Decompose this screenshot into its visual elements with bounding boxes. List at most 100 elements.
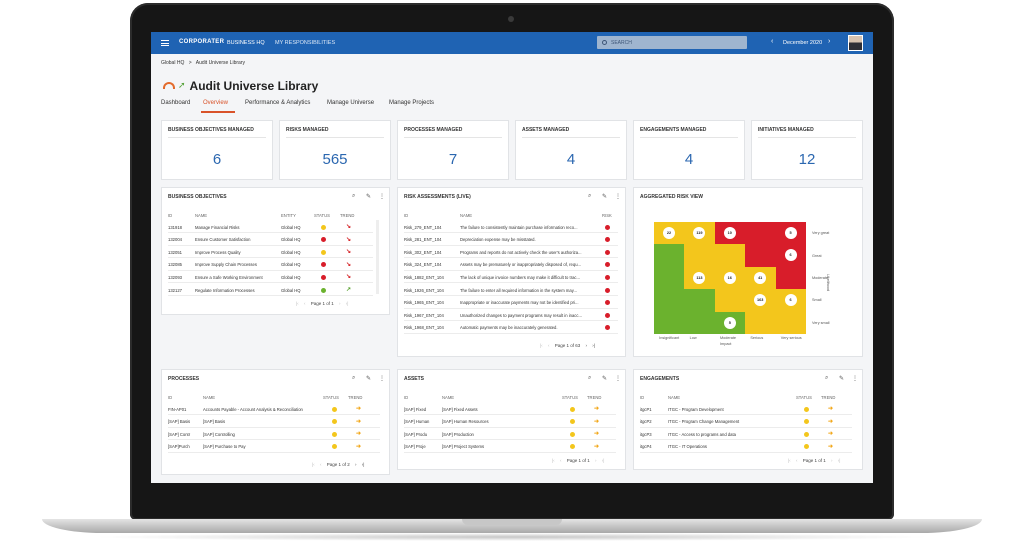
first-page-icon[interactable]: |‹ — [296, 301, 299, 306]
risk-count-bubble[interactable]: 10 — [723, 227, 736, 239]
risk-count-bubble[interactable]: 113 — [693, 271, 706, 284]
table-row[interactable]: [SAP] Contr [SAP] Controlling ➜ — [168, 428, 380, 441]
next-page-icon[interactable]: › — [585, 343, 588, 348]
heatmap-cell[interactable] — [654, 311, 685, 334]
table-row[interactable]: FIN-AP01 Accounts Payable - Account Analy… — [168, 403, 380, 415]
risk-count-bubble[interactable]: 6 — [784, 249, 797, 262]
last-page-icon[interactable]: ›| — [601, 458, 605, 463]
heatmap-cell[interactable] — [714, 289, 746, 312]
menu-icon[interactable] — [161, 40, 169, 46]
more-icon[interactable]: ⋮ — [379, 376, 385, 382]
first-page-icon[interactable]: |‹ — [312, 462, 315, 467]
prev-page-icon[interactable]: ‹ — [303, 301, 306, 306]
first-page-icon[interactable]: |‹ — [540, 343, 543, 348]
nav-my-responsibilities[interactable]: MY RESPONSIBILITIES — [275, 40, 336, 46]
risk-count-bubble[interactable]: 5 — [723, 316, 736, 329]
more-icon[interactable]: ⋮ — [615, 194, 621, 200]
table-row[interactable]: 132085 Improve Supply Chain Processes Glob… — [168, 259, 373, 271]
next-page-icon[interactable]: › — [355, 462, 357, 467]
heatmap-cell[interactable] — [775, 266, 806, 290]
first-page-icon[interactable]: |‹ — [788, 458, 791, 463]
kpi-card-initiatives[interactable]: INITIATIVES MANAGED 12 — [751, 120, 863, 180]
table-row[interactable]: Risk_1967_ENT_104 Unauthorized changes to… — [404, 309, 618, 322]
edit-icon[interactable]: ✎ — [366, 376, 372, 382]
table-row[interactable]: Risk_1965_ENT_104 Inappropriate or inaccu… — [404, 297, 618, 309]
prev-page-icon[interactable]: ‹ — [795, 458, 798, 463]
table-row[interactable]: Risk_1926_ENT_104 The failure to enter al… — [404, 284, 618, 296]
risk-count-bubble[interactable]: 22 — [663, 227, 675, 239]
period-next-button[interactable]: › — [828, 38, 831, 45]
heatmap-cell[interactable] — [775, 311, 806, 334]
table-row[interactable]: itgcP3 ITGC - Access to programs and data… — [640, 428, 852, 441]
last-page-icon[interactable]: ›| — [345, 301, 349, 306]
edit-icon[interactable]: ✎ — [602, 194, 608, 200]
kpi-card-risks[interactable]: RISKS MANAGED 565 — [279, 120, 391, 180]
next-page-icon[interactable]: › — [595, 458, 597, 463]
heatmap-cell[interactable] — [745, 244, 776, 267]
heatmap-cell[interactable] — [654, 244, 685, 267]
table-row[interactable]: [SAP] Proje [SAP] Project Systems ➜ — [404, 441, 616, 453]
next-page-icon[interactable]: › — [831, 458, 833, 463]
edit-icon[interactable]: ✎ — [839, 376, 845, 382]
risk-count-bubble[interactable]: 163 — [754, 294, 767, 307]
breadcrumb-root[interactable]: Global HQ — [161, 60, 185, 66]
table-row[interactable]: [SAP] Produ [SAP] Production ➜ — [404, 428, 616, 441]
search-icon[interactable]: ⌕ — [825, 375, 829, 381]
heatmap-cell[interactable] — [745, 311, 776, 334]
prev-page-icon[interactable]: ‹ — [559, 458, 562, 463]
table-row[interactable]: Risk_281_ENT_104 Depreciation expense may… — [404, 234, 618, 246]
more-icon[interactable]: ⋮ — [379, 194, 385, 200]
kpi-card-processes[interactable]: PROCESSES MANAGED 7 — [397, 120, 509, 180]
period-label[interactable]: December 2020 — [783, 40, 823, 46]
table-row[interactable]: [SAP] Human [SAP] Human Resources ➜ — [404, 416, 616, 428]
heatmap-cell[interactable] — [714, 244, 746, 267]
table-row[interactable]: itgcP4 ITGC - IT Operations ➜ — [640, 441, 852, 453]
tab-overview[interactable]: Overview — [203, 100, 229, 106]
risk-count-bubble[interactable]: 41 — [754, 271, 767, 284]
search-icon[interactable]: ⌕ — [352, 375, 356, 381]
heatmap-cell[interactable] — [654, 266, 685, 290]
heatmap-cell[interactable] — [684, 311, 715, 334]
table-row[interactable]: Risk_302_ENT_104 Programs and reports do … — [404, 246, 618, 259]
scrollbar[interactable] — [376, 220, 379, 294]
tab-dashboard[interactable]: Dashboard — [161, 100, 191, 106]
last-page-icon[interactable]: ›| — [837, 458, 841, 463]
period-prev-button[interactable]: ‹ — [771, 38, 774, 45]
last-page-icon[interactable]: ›| — [361, 462, 365, 467]
first-page-icon[interactable]: |‹ — [552, 458, 555, 463]
table-row[interactable]: Risk_1882_ENT_104 The lack of unique invo… — [404, 271, 618, 284]
more-icon[interactable]: ⋮ — [615, 376, 621, 382]
table-row[interactable]: itgcP2 ITGC - Program Change Management ➜ — [640, 416, 852, 428]
risk-count-bubble[interactable]: 6 — [784, 294, 797, 307]
kpi-card-business-objectives[interactable]: BUSINESS OBJECTIVES MANAGED 6 — [161, 120, 273, 180]
more-icon[interactable]: ⋮ — [852, 376, 858, 382]
search-icon[interactable]: ⌕ — [352, 193, 356, 199]
risk-count-bubble[interactable]: 5 — [784, 227, 797, 239]
search-input[interactable]: SEARCH — [597, 36, 747, 49]
table-row[interactable]: Risk_279_ENT_104 The failure to consisten… — [404, 221, 618, 233]
tab-performance-analytics[interactable]: Performance & Analytics — [245, 100, 311, 106]
risk-count-bubble[interactable]: 16 — [723, 271, 736, 284]
next-page-icon[interactable]: › — [339, 301, 341, 306]
heatmap-cell[interactable] — [684, 289, 715, 312]
tab-manage-universe[interactable]: Manage Universe — [327, 100, 375, 106]
nav-business-hq[interactable]: BUSINESS HQ — [227, 40, 265, 46]
kpi-card-assets[interactable]: ASSETS MANAGED 4 — [515, 120, 627, 180]
tab-manage-projects[interactable]: Manage Projects — [389, 100, 435, 106]
table-row[interactable]: [SAP] Fixed [SAP] Fixed Assets ➜ — [404, 403, 616, 415]
prev-page-icon[interactable]: ‹ — [547, 343, 550, 348]
search-icon[interactable]: ⌕ — [588, 193, 592, 199]
table-row[interactable]: 132004 Ensure Customer Satisfaction Global… — [168, 234, 373, 246]
avatar[interactable] — [848, 35, 863, 51]
table-row[interactable]: 132127 Regulate Information Processes Glob… — [168, 284, 373, 296]
heatmap-cell[interactable] — [684, 244, 715, 267]
table-row[interactable]: 132093 Ensure a Safe Working Environment G… — [168, 271, 373, 284]
heatmap-cell[interactable] — [654, 289, 685, 312]
table-row[interactable]: itgcP1 ITGC - Program Development ➜ — [640, 403, 852, 415]
table-row[interactable]: 132051 Improve Process Quality Global HQ ↘ — [168, 246, 373, 259]
table-row[interactable]: [SAP]Purch [SAP] Purchase to Pay ➜ — [168, 441, 380, 453]
table-row[interactable]: Risk_1968_ENT_104 Automatic payments may … — [404, 322, 618, 334]
edit-icon[interactable]: ✎ — [366, 194, 372, 200]
search-icon[interactable]: ⌕ — [588, 375, 592, 381]
kpi-card-engagements[interactable]: ENGAGEMENTS MANAGED 4 — [633, 120, 745, 180]
